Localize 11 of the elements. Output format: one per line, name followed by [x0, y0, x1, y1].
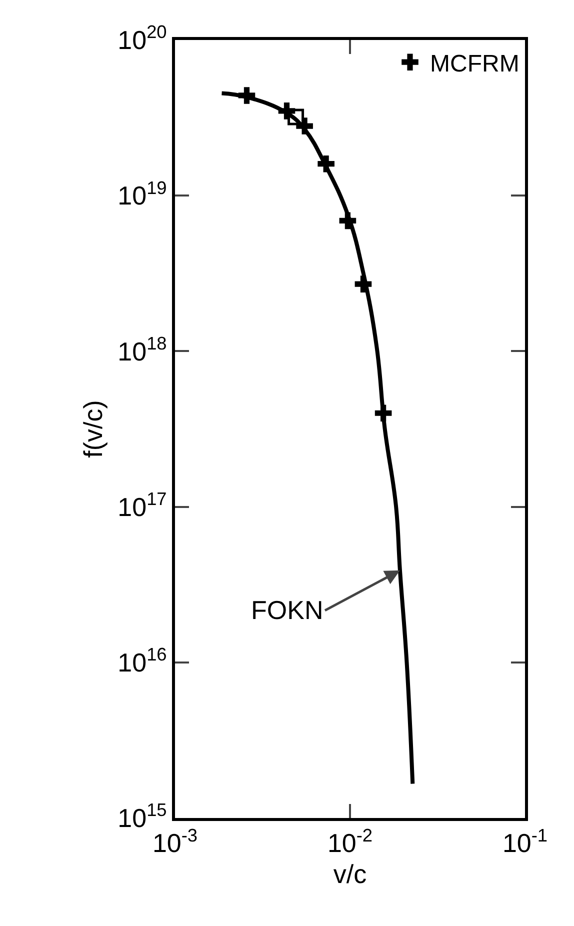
y-tick-label: 10$^{16}$ — [118, 644, 167, 678]
annotation: FOKN — [251, 595, 324, 625]
legend-label: MCFRM — [430, 50, 520, 78]
x-tick-label: 10$^{-1}$ — [502, 825, 548, 858]
y-tick-label: 10$^{17}$ — [118, 488, 167, 522]
y-tick-label: 10$^{20}$ — [118, 22, 167, 56]
x-axis-title: v/c — [333, 858, 367, 889]
y-tick-label: 10$^{19}$ — [118, 178, 167, 211]
x-tick-label: 10$^{-2}$ — [327, 825, 373, 858]
y-tick-label: 10$^{18}$ — [118, 333, 167, 366]
y-axis-title: f(v/c) — [78, 400, 108, 458]
